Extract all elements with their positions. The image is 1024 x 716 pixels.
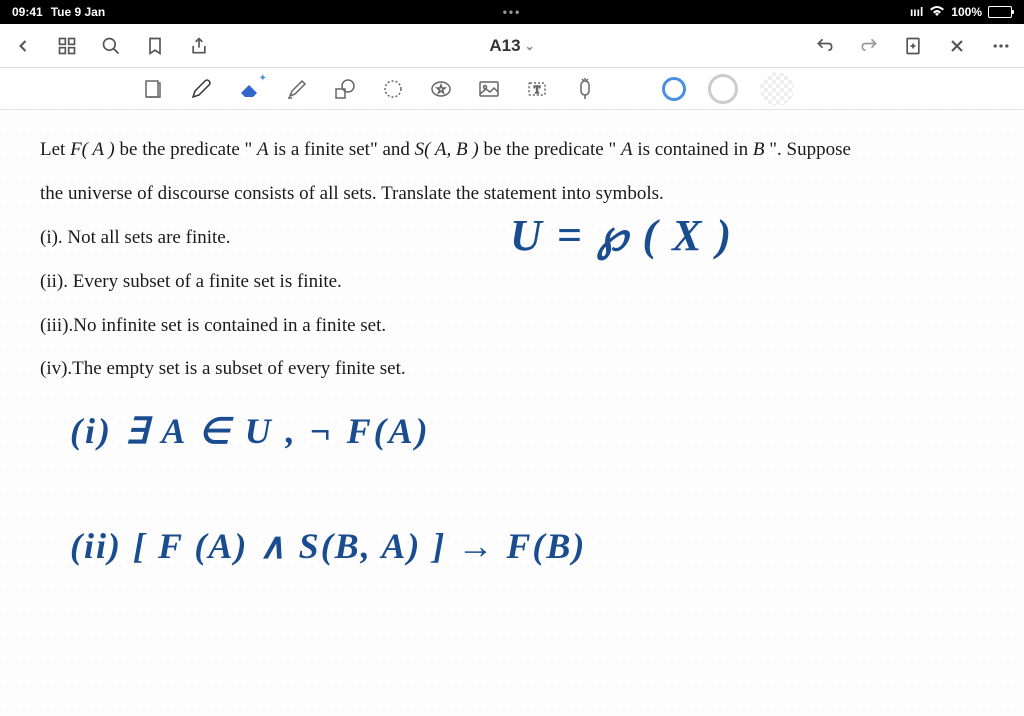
color-stroke-gray[interactable] [708, 74, 738, 104]
t: be the predicate " [115, 139, 257, 160]
favorites-tool-icon[interactable] [428, 76, 454, 102]
search-icon[interactable] [100, 35, 122, 57]
handwriting-answer-i: (i) ∃ A ∈ U , ¬ F(A) [70, 410, 431, 452]
problem-item-iv: (iv).The empty set is a subset of every … [40, 349, 984, 389]
status-left: 09:41 Tue 9 Jan [12, 5, 105, 19]
status-right: ıııl 100% [910, 5, 1012, 19]
status-time: 09:41 [12, 5, 43, 19]
share-icon[interactable] [188, 35, 210, 57]
t: ". Suppose [765, 139, 851, 160]
status-date: Tue 9 Jan [51, 5, 105, 19]
t: Let [40, 139, 70, 160]
status-center-dots: ••• [503, 5, 522, 19]
handwriting-answer-ii: (ii) [ F (A) ∧ S(B, A) ] → F(B) [70, 525, 586, 567]
image-tool-icon[interactable] [476, 76, 502, 102]
toolbar: T [0, 68, 1024, 110]
shapes-tool-icon[interactable] [332, 76, 358, 102]
eraser-tool-icon[interactable] [236, 76, 262, 102]
lasso-tool-icon[interactable] [380, 76, 406, 102]
pen-tool-icon[interactable] [188, 76, 214, 102]
undo-button[interactable] [814, 35, 836, 57]
color-stroke-blue[interactable] [662, 77, 686, 101]
title-chevron-icon: ⌄ [525, 39, 535, 53]
t: be the predicate " [479, 139, 621, 160]
problem-line-1: Let F( A ) be the predicate " A is a fin… [40, 130, 984, 170]
t: A [257, 139, 269, 160]
t: A [621, 139, 633, 160]
t: is contained in [633, 139, 753, 160]
redo-button[interactable] [858, 35, 880, 57]
battery-icon [988, 6, 1012, 18]
problem-item-ii: (ii). Every subset of a finite set is fi… [40, 262, 984, 302]
document-title[interactable]: A13 ⌄ [489, 36, 534, 56]
signal-icon: ıııl [910, 5, 923, 19]
battery-percent: 100% [951, 5, 982, 19]
add-page-icon[interactable] [902, 35, 924, 57]
svg-text:T: T [534, 85, 540, 96]
t: is a finite set" and [269, 139, 415, 160]
note-canvas[interactable]: Let F( A ) be the predicate " A is a fin… [0, 110, 1024, 716]
grid-icon[interactable] [56, 35, 78, 57]
t: B [753, 139, 765, 160]
text-tool-icon[interactable]: T [524, 76, 550, 102]
nav-bar: A13 ⌄ [0, 24, 1024, 68]
readonly-mode-icon[interactable] [140, 76, 166, 102]
status-bar: 09:41 Tue 9 Jan ••• ıııl 100% [0, 0, 1024, 24]
problem-item-iii: (iii).No infinite set is contained in a … [40, 306, 984, 346]
bookmark-icon[interactable] [144, 35, 166, 57]
color-pattern[interactable] [760, 72, 794, 106]
wifi-icon [929, 6, 945, 18]
title-text: A13 [489, 36, 520, 56]
highlighter-tool-icon[interactable] [284, 76, 310, 102]
t: F( A ) [70, 139, 115, 160]
problem-line-2: the universe of discourse consists of al… [40, 174, 984, 214]
link-tool-icon[interactable] [572, 76, 598, 102]
t: S( A, B ) [415, 139, 479, 160]
back-button[interactable] [12, 35, 34, 57]
close-button[interactable] [946, 35, 968, 57]
handwriting-universe-note: U = ℘ ( X ) [510, 210, 733, 261]
more-icon[interactable] [990, 35, 1012, 57]
